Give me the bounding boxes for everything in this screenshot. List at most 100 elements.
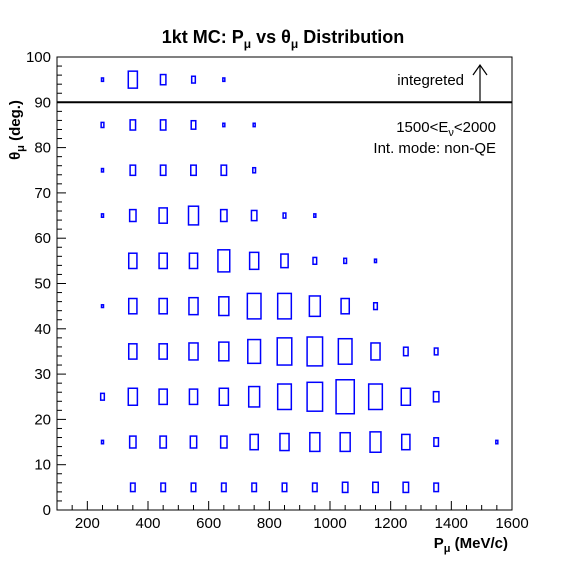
data-box	[402, 481, 410, 494]
data-box	[370, 342, 381, 361]
data-box	[306, 336, 324, 367]
integrated-arrow-icon	[472, 63, 488, 101]
data-box	[282, 212, 287, 219]
x-axis-label: Pμ (MeV/c)	[434, 535, 508, 555]
x-tick-label: 1000	[313, 515, 346, 532]
data-box	[281, 482, 288, 493]
data-box	[218, 387, 230, 407]
data-box	[337, 337, 353, 365]
integrated-label: integreted	[397, 72, 464, 89]
data-box	[432, 390, 440, 403]
data-box	[190, 164, 197, 177]
data-box	[220, 482, 227, 493]
data-box	[159, 119, 167, 131]
y-tick-label: 0	[43, 502, 51, 519]
data-box	[400, 387, 412, 407]
data-box	[339, 431, 351, 453]
data-box	[340, 297, 351, 315]
energy-range-label: 1500<Eν<2000	[396, 119, 496, 139]
y-tick-label: 30	[34, 366, 51, 383]
data-box	[127, 70, 139, 89]
data-box	[251, 482, 258, 493]
y-axis-label: θμ (deg.)	[7, 100, 27, 160]
data-box	[343, 257, 348, 265]
data-box	[306, 381, 324, 412]
data-box	[128, 208, 137, 223]
data-box	[188, 252, 199, 270]
data-box	[246, 292, 262, 320]
data-box	[127, 343, 138, 360]
data-box	[250, 209, 258, 222]
data-box	[335, 379, 356, 415]
data-box	[313, 213, 317, 219]
data-box	[188, 296, 199, 316]
data-boxes	[99, 70, 499, 494]
data-box	[158, 343, 169, 360]
data-box	[100, 304, 105, 309]
data-box	[100, 121, 105, 129]
data-box	[312, 256, 318, 266]
data-box	[187, 205, 200, 226]
data-box	[158, 388, 169, 406]
data-box	[373, 258, 378, 264]
data-box	[128, 435, 137, 449]
data-box	[341, 481, 349, 494]
data-box	[100, 213, 105, 219]
data-box	[158, 297, 169, 315]
data-box	[495, 439, 499, 445]
data-box	[218, 296, 230, 317]
data-box	[129, 482, 136, 493]
data-box	[248, 251, 260, 271]
x-tick-label: 400	[135, 515, 160, 532]
y-tick-label: 80	[34, 140, 51, 157]
y-tick-label: 20	[34, 411, 51, 428]
data-box	[127, 252, 138, 270]
data-box	[99, 392, 106, 401]
data-box	[158, 207, 169, 224]
x-tick-label: 200	[75, 515, 100, 532]
chart-title: 1kt MC: Pμ vs θμ Distribution	[162, 27, 404, 51]
data-box	[217, 249, 231, 273]
data-box	[159, 164, 167, 177]
y-axis-ticks: 0 10 20 30 40 50 60 70 80 90 100	[26, 49, 66, 519]
data-box	[100, 77, 105, 83]
data-box	[190, 75, 197, 84]
data-box	[433, 482, 440, 493]
data-box	[189, 435, 198, 449]
data-box	[160, 482, 167, 493]
data-box	[279, 432, 290, 452]
data-box	[252, 166, 257, 174]
data-box	[247, 338, 262, 365]
data-box	[188, 342, 199, 361]
data-box	[372, 302, 379, 311]
x-tick-label: 1200	[374, 515, 407, 532]
data-box	[372, 481, 379, 494]
data-box	[433, 347, 439, 356]
data-box	[100, 167, 105, 173]
x-axis-ticks: 200 400 600 800 1000 1200 1400 1600	[56, 501, 529, 532]
x-tick-label: 600	[196, 515, 221, 532]
data-box	[127, 387, 139, 407]
data-box	[247, 385, 261, 408]
data-box	[190, 482, 197, 493]
x-tick-label: 800	[257, 515, 282, 532]
y-tick-label: 60	[34, 230, 51, 247]
data-box	[220, 164, 228, 177]
y-tick-label: 90	[34, 94, 51, 111]
data-box	[276, 383, 293, 411]
x-tick-label: 1400	[435, 515, 468, 532]
data-box	[369, 431, 382, 453]
data-box	[129, 119, 137, 131]
x-tick-label: 1600	[495, 515, 528, 532]
data-box	[188, 388, 199, 406]
data-box	[158, 252, 169, 270]
y-tick-label: 10	[34, 457, 51, 474]
data-box	[249, 433, 260, 451]
data-box	[433, 437, 440, 448]
y-tick-label: 40	[34, 321, 51, 338]
y-tick-label: 50	[34, 276, 51, 293]
data-box	[276, 292, 293, 320]
data-box	[190, 119, 197, 130]
data-box	[308, 295, 322, 318]
data-box	[100, 439, 105, 445]
